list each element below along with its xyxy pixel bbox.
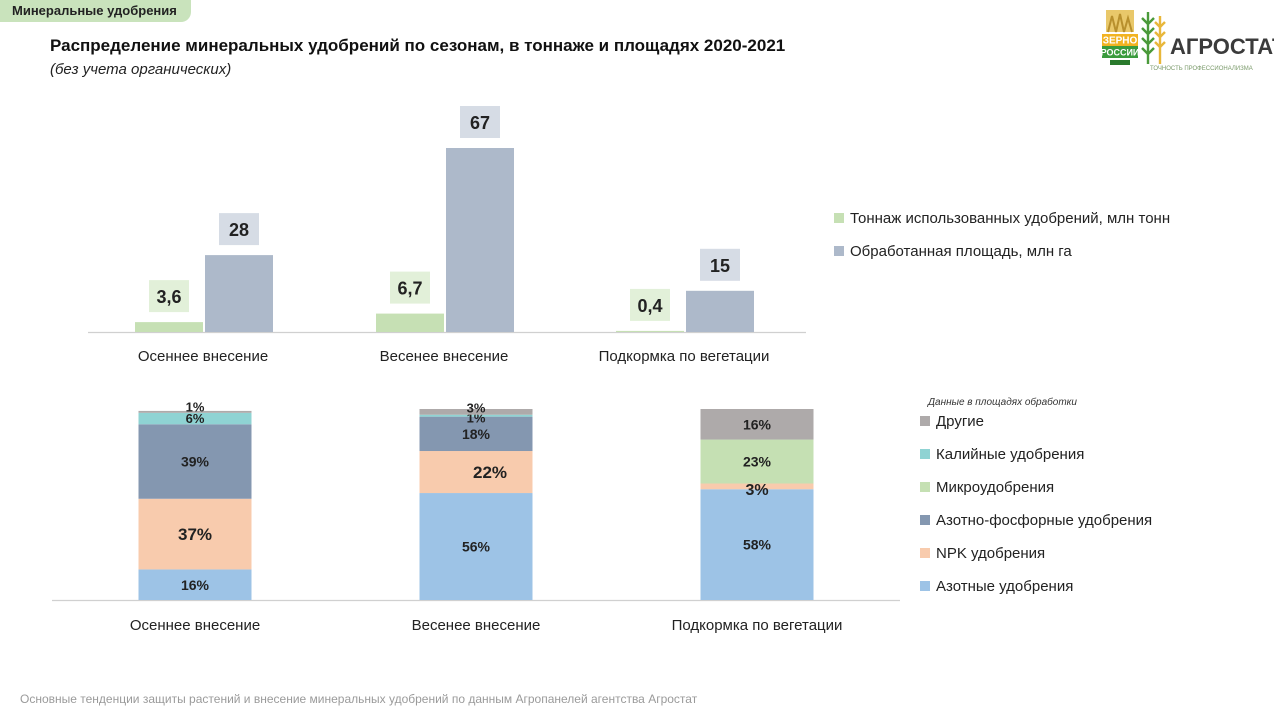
chart2-segment-np <box>138 424 252 499</box>
chart2-data-label: 6% <box>186 411 205 426</box>
chart1-data-label: 28 <box>229 220 249 240</box>
chart2-legend-label: Калийные удобрения <box>936 446 1084 463</box>
chart1-legend-swatch <box>834 213 844 223</box>
chart1-legend-label: Обработанная площадь, млн га <box>850 243 1072 260</box>
chart2-category-label: Осеннее внесение <box>130 617 260 634</box>
chart2-data-label: 18% <box>462 426 491 442</box>
chart2-legend-label: Азотные удобрения <box>936 578 1073 595</box>
chart1-data-label: 0,4 <box>637 296 662 316</box>
chart2-data-label: 16% <box>181 577 210 593</box>
chart1-data-label: 3,6 <box>156 287 181 307</box>
chart2-legend: Данные в площадях обработки Другие Калийны… <box>920 396 1152 595</box>
chart2-segment-potash <box>138 412 252 425</box>
chart2-data-label: 56% <box>462 539 491 555</box>
chart2-segment-npk <box>419 451 533 494</box>
chart2-legend-swatch <box>920 548 930 558</box>
chart1-data-label-box <box>630 288 670 321</box>
chart2-legend-title: Данные в площадях обработки <box>927 396 1077 408</box>
chart2-data-label: 39% <box>181 454 210 470</box>
chart1-category-label: Подкормка по вегетации <box>599 348 770 365</box>
chart2-data-label: 58% <box>743 537 772 553</box>
chart2-data-label: 16% <box>743 416 772 432</box>
page-subtitle: (без учета органических) <box>50 61 232 78</box>
chart2-legend-swatch <box>920 449 930 459</box>
chart1-data-label-box <box>460 106 500 138</box>
chart1-legend-swatch <box>834 246 844 256</box>
chart2-data-label: 3% <box>467 401 486 416</box>
stacked-bar-chart: 16%37%39%6%1%Осеннее внесение56%22%18%1%… <box>52 400 900 634</box>
agrostat-wheat-icon <box>1141 12 1166 64</box>
chart1-bar-tonnage <box>616 330 684 332</box>
logo-brand1-line1: ЗЕРНО <box>1103 36 1138 47</box>
section-tag: Минеральные удобрения <box>0 0 191 22</box>
chart2-legend-label: Другие <box>936 413 984 430</box>
chart2-segment-other <box>419 409 533 415</box>
chart1-data-label: 15 <box>710 256 730 276</box>
chart2-legend-swatch <box>920 416 930 426</box>
chart1-bar-tonnage <box>135 322 203 332</box>
chart1-data-label: 6,7 <box>397 279 422 299</box>
chart2-data-label: 22% <box>473 463 507 482</box>
chart2-data-label: 23% <box>743 454 772 470</box>
page-title: Распределение минеральных удобрений по с… <box>50 36 786 55</box>
chart1-data-label: 67 <box>470 113 490 133</box>
chart2-segment-nitrogen <box>419 493 533 600</box>
footer-note: Основные тенденции защиты растений и вне… <box>20 692 698 706</box>
chart2-category-label: Подкормка по вегетации <box>672 617 843 634</box>
chart2-segment-npk <box>700 483 814 490</box>
logo-brand2: АГРОСТАТ <box>1170 34 1274 59</box>
chart2-segment-npk <box>138 498 252 570</box>
chart1-bar-tonnage <box>376 313 444 332</box>
chart1-data-label-box <box>390 271 430 304</box>
zerno-rossii-logo: ЗЕРНО РОССИИ <box>1101 10 1140 65</box>
chart2-segment-micro <box>700 439 814 484</box>
chart1-bar-area <box>686 290 754 332</box>
chart2-segment-nitrogen <box>700 489 814 600</box>
logo-brand1-line2: РОССИИ <box>1101 48 1140 58</box>
chart1-legend: Тоннаж использованных удобрений, млн тон… <box>834 210 1170 260</box>
agrostat-logo: ЗЕРНО РОССИИ АГРОСТАТ ТОЧНОСТЬ ПРОФЕССИО… <box>1101 10 1274 72</box>
chart1-category-label: Весенее внесение <box>380 348 509 365</box>
chart1-data-label-box <box>700 248 740 281</box>
chart2-segment-nitrogen <box>138 569 252 600</box>
chart1-data-label-box <box>149 280 189 313</box>
chart2-segment-potash <box>419 414 533 417</box>
grouped-bar-chart: 3,6 28 Осеннее внесение 6,7 67 Весенее внесен… <box>88 106 806 365</box>
chart1-bar-area <box>205 255 273 332</box>
chart1-category-label: Осеннее внесение <box>138 348 268 365</box>
logo-brand2-tagline: ТОЧНОСТЬ ПРОФЕССИОНАЛИЗМА <box>1150 66 1253 72</box>
chart2-legend-swatch <box>920 581 930 591</box>
chart2-legend-label: Микроудобрения <box>936 479 1054 496</box>
chart2-segment-other <box>700 409 814 440</box>
chart2-data-label: 1% <box>186 400 205 415</box>
chart2-legend-label: Азотно-фосфорные удобрения <box>936 512 1152 529</box>
chart1-bar-area <box>446 148 514 332</box>
chart2-data-label: 3% <box>745 482 768 499</box>
chart2-data-label: 37% <box>178 525 212 544</box>
chart2-segment-other <box>138 410 252 413</box>
chart2-legend-swatch <box>920 482 930 492</box>
chart2-legend-swatch <box>920 515 930 525</box>
chart2-legend-label: NPK удобрения <box>936 545 1045 562</box>
chart1-legend-label: Тоннаж использованных удобрений, млн тон… <box>850 210 1170 227</box>
chart2-category-label: Весенее внесение <box>412 617 541 634</box>
chart1-data-label-box <box>219 213 259 246</box>
chart2-segment-np <box>419 416 533 452</box>
